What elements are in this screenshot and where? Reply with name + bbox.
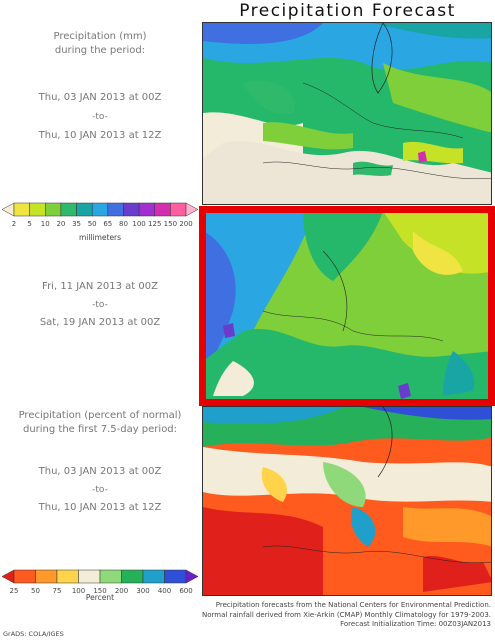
panel1-text: Precipitation (mm) during the period: Th… <box>0 30 200 143</box>
panel3-heading-1: Precipitation (percent of normal) <box>18 410 182 421</box>
panel3-from: Thu, 03 JAN 2013 at 00Z <box>38 466 162 477</box>
colorbar-pct-tick-label: 50 <box>31 587 40 595</box>
footer-line-2: Normal rainfall derived from Xie-Arkin (… <box>202 610 491 619</box>
colorbar-mm-tick-label: 100 <box>132 220 146 228</box>
colorbar-mm-tick-label: 2 <box>11 220 17 228</box>
colorbar-pct-swatch <box>78 569 101 584</box>
colorbar-mm-tick-label: 80 <box>118 220 128 228</box>
colorbar-pct-swatch <box>185 569 199 584</box>
panel1-to: Thu, 10 JAN 2013 at 12Z <box>38 130 162 141</box>
colorbar-mm-swatch <box>138 202 155 217</box>
footer-text: Precipitation forecasts from the Nationa… <box>161 601 491 630</box>
map-precip-percent <box>202 406 492 596</box>
colorbar-pct-swatch <box>1 569 15 584</box>
colorbar-mm-unit: millimeters <box>78 233 122 242</box>
colorbar-pct-swatch <box>121 569 144 584</box>
colorbar-mm-swatch <box>154 202 171 217</box>
panel1-separator: -to- <box>92 112 108 122</box>
colorbar-pct-tick-label: 300 <box>136 587 150 595</box>
colorbar-mm-tick-label: 200 <box>179 220 193 228</box>
colorbar-pct-tick-label: 75 <box>52 587 62 595</box>
colorbar-mm-swatch <box>170 202 187 217</box>
colorbar-mm-tick-label: 65 <box>103 220 113 228</box>
panel3-separator: -to- <box>92 485 108 495</box>
panel3-heading-2: during the first 7.5-day period: <box>22 424 178 435</box>
colorbar-mm-swatch <box>107 202 124 217</box>
colorbar-mm-swatch <box>91 202 109 217</box>
panel1-heading-1: Precipitation (mm) <box>53 31 147 42</box>
colorbar-pct-tick-label: 200 <box>114 587 129 595</box>
colorbar-pct-tick-label: 600 <box>179 587 193 595</box>
colorbar-mm-tick-label: 50 <box>87 220 97 228</box>
colorbar-mm-swatch <box>123 202 140 217</box>
panel3-text: Precipitation (percent of normal) during… <box>0 409 200 515</box>
colorbar-mm-tick-label: 125 <box>148 220 162 228</box>
colorbar-mm-swatch <box>60 202 77 217</box>
panel1-heading-2: during the period: <box>54 45 146 56</box>
footer-line-1: Precipitation forecasts from the Nationa… <box>215 601 491 609</box>
colorbar-pct-tick-label: 150 <box>93 587 107 595</box>
panel2-separator: -to- <box>92 300 108 310</box>
map-precip-week1 <box>202 22 492 205</box>
credit-text: GrADS: COLA/IGES <box>3 630 64 638</box>
panel2-from: Fri, 11 JAN 2013 at 00Z <box>42 281 158 292</box>
colorbar-pct-unit: Percent <box>85 593 115 602</box>
colorbar-pct: 25 50 75 100 150 200 300 400 600 Percent <box>0 567 200 602</box>
colorbar-mm-tick-label: 150 <box>163 220 178 228</box>
colorbar-pct-swatch <box>99 569 122 584</box>
colorbar-mm-tick-label: 20 <box>56 220 66 228</box>
colorbar-pct-tick-label: 400 <box>157 587 172 595</box>
colorbar-pct-graphic <box>1 569 199 584</box>
panel2-to: Sat, 19 JAN 2013 at 00Z <box>39 317 161 328</box>
colorbar-pct-swatch <box>13 569 36 584</box>
colorbar-mm-tick-label: 10 <box>40 220 50 228</box>
colorbar-mm-swatch <box>1 202 15 217</box>
colorbar-mm: 2 5 10 20 35 50 65 80 100 125 150 200 millimeters <box>0 200 200 242</box>
colorbar-pct-swatch <box>142 569 165 584</box>
colorbar-mm-tick-label: 5 <box>27 220 32 228</box>
colorbar-pct-tick-label: 100 <box>71 587 86 595</box>
colorbar-pct-tick-label: 25 <box>9 587 19 595</box>
panel2-text: Fri, 11 JAN 2013 at 00Z -to- Sat, 19 JAN… <box>0 280 200 330</box>
colorbar-mm-swatch <box>45 202 62 217</box>
panel1-from: Thu, 03 JAN 2013 at 00Z <box>38 92 162 103</box>
colorbar-mm-tick-label: 35 <box>72 220 81 228</box>
colorbar-mm-swatch <box>76 202 93 217</box>
colorbar-mm-swatch <box>13 202 30 217</box>
colorbar-mm-swatch <box>29 202 46 217</box>
colorbar-pct-swatch <box>164 569 187 584</box>
colorbar-mm-swatch <box>185 202 199 217</box>
panel3-to: Thu, 10 JAN 2013 at 12Z <box>38 502 162 513</box>
colorbar-mm-graphic <box>1 202 199 217</box>
colorbar-pct-swatch <box>56 569 79 584</box>
footer-line-3: Forecast Initialization Time: 00Z03JAN20… <box>340 620 491 628</box>
page-title: Precipitation Forecast <box>239 1 456 21</box>
map-precip-week2 <box>202 210 492 402</box>
colorbar-pct-swatch <box>35 569 58 584</box>
